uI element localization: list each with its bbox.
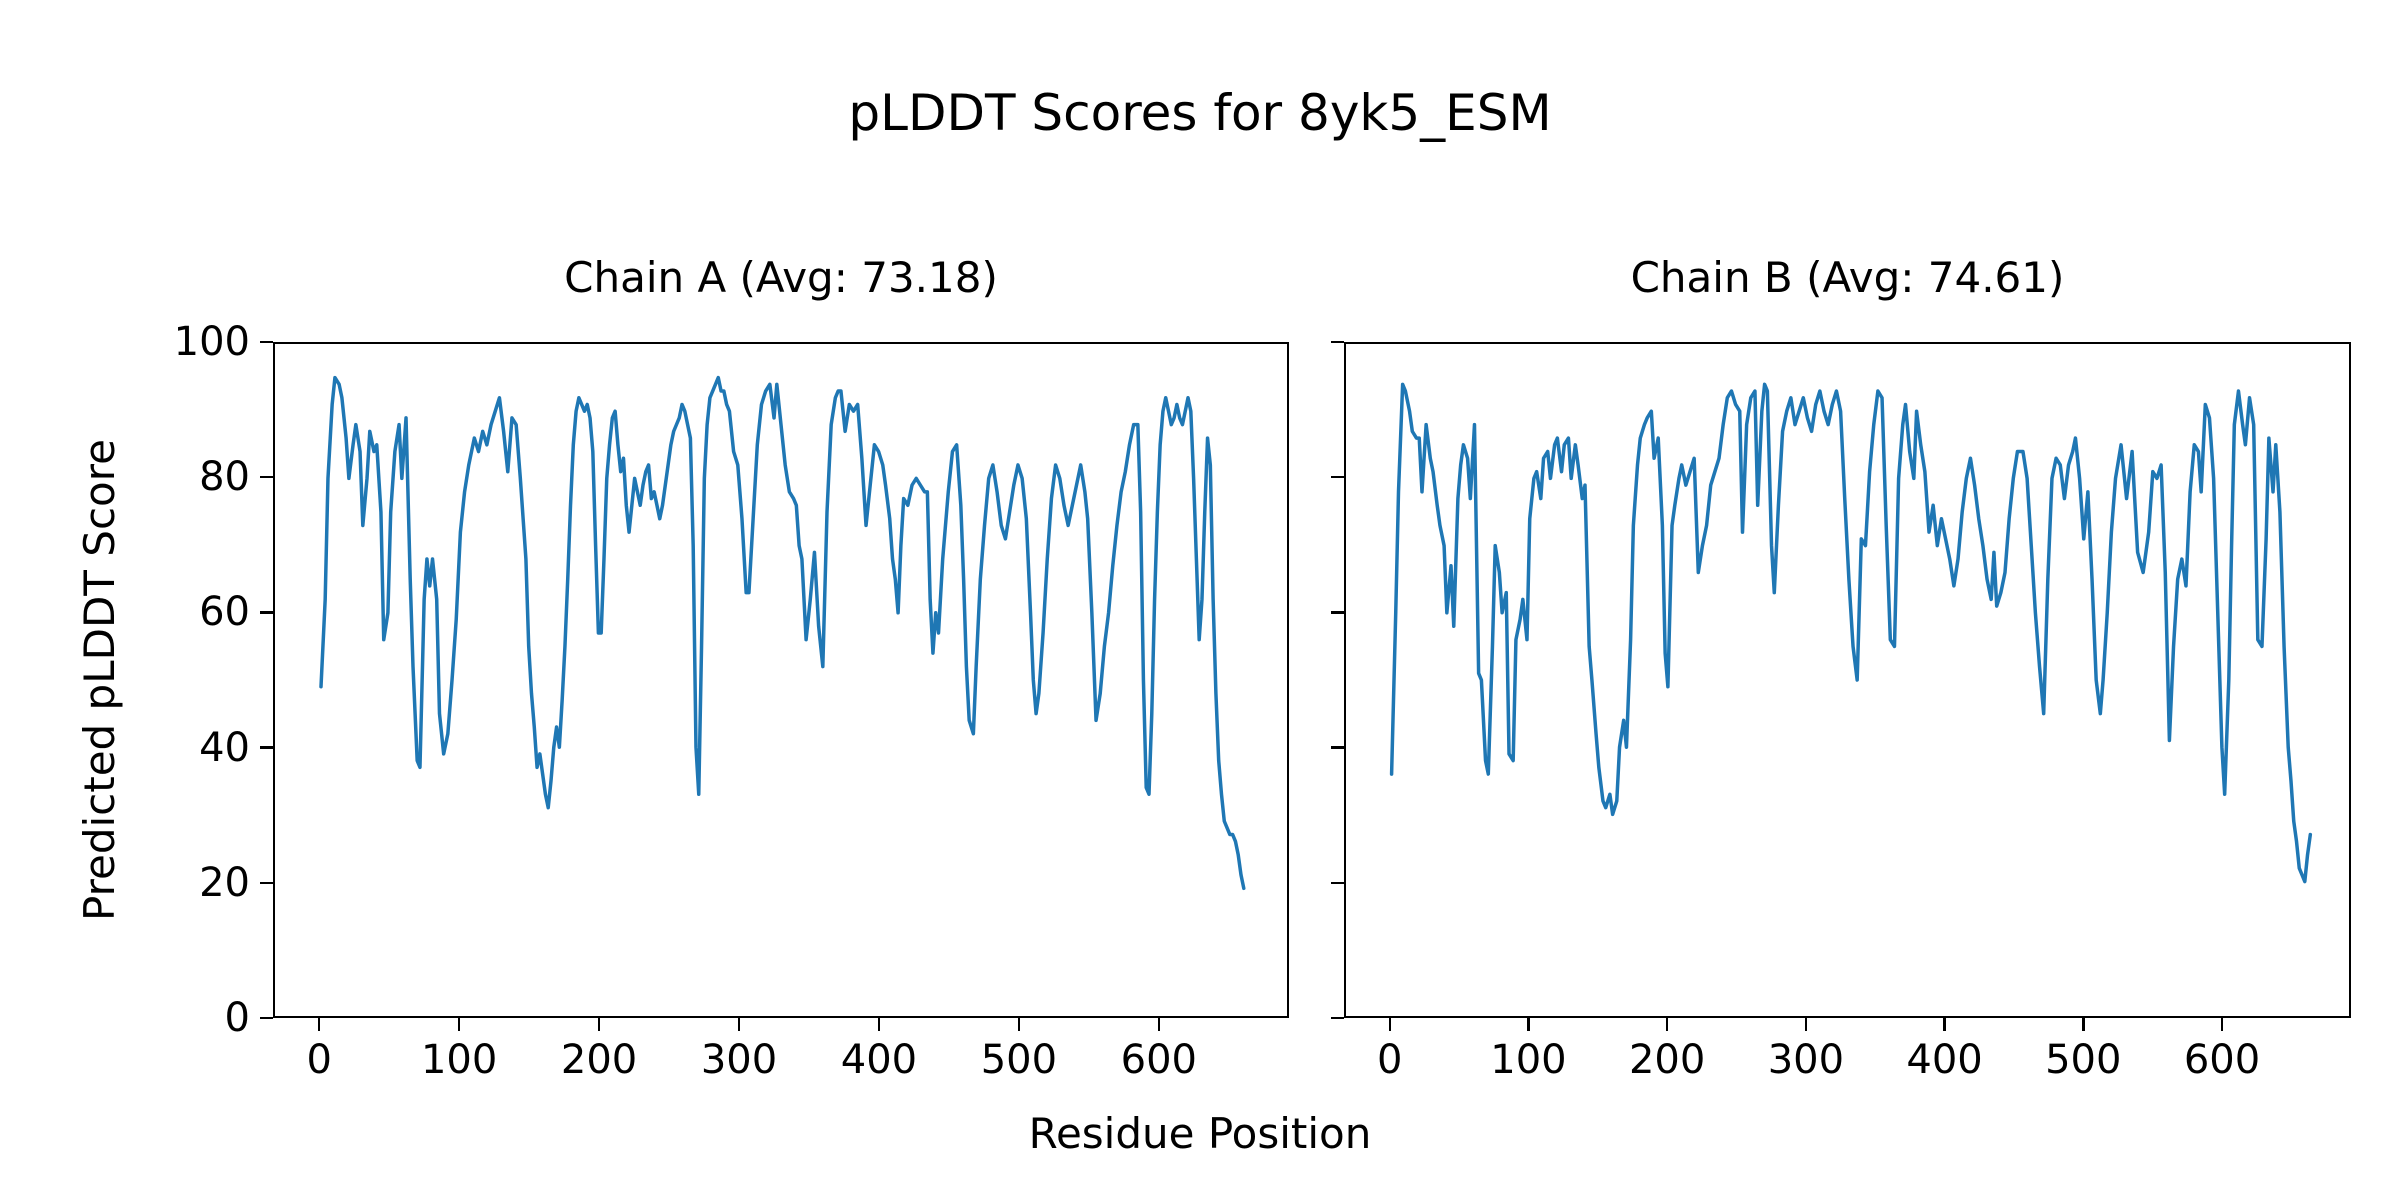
y-tick-label: 100 [173, 319, 250, 365]
y-tick-mark [1331, 881, 1344, 885]
x-tick-mark [877, 1018, 881, 1031]
x-tick-mark [2220, 1018, 2224, 1031]
x-axis-label: Residue Position [1028, 1109, 1372, 1158]
plddt-line-chain-a [275, 344, 1287, 1016]
subplot-title-chain-a: Chain A (Avg: 73.18) [564, 253, 998, 302]
x-tick-label: 200 [560, 1037, 638, 1083]
y-tick-mark [260, 1016, 273, 1020]
x-tick-mark [737, 1018, 741, 1031]
subplot-chain-a [273, 342, 1289, 1018]
x-tick-mark [1943, 1018, 1946, 1031]
y-tick-mark [1331, 611, 1344, 614]
x-tick-mark [2082, 1018, 2085, 1031]
x-tick-mark [1804, 1018, 1808, 1031]
x-tick-label: 300 [1767, 1037, 1845, 1083]
subplot-title-chain-b: Chain B (Avg: 74.61) [1630, 253, 2065, 302]
y-tick-mark [1331, 475, 1344, 479]
x-tick-label: 100 [420, 1037, 498, 1083]
y-tick-label: 80 [199, 454, 250, 501]
figure-title: pLDDT Scores for 8yk5_ESM [848, 84, 1552, 142]
x-tick-label: 200 [1628, 1037, 1706, 1083]
x-tick-mark [317, 1018, 321, 1031]
x-tick-mark [1665, 1018, 1669, 1031]
x-tick-label: 0 [1377, 1037, 1403, 1083]
y-tick-mark [260, 475, 273, 479]
subplot-chain-b [1344, 342, 2351, 1018]
y-tick-mark [260, 881, 273, 885]
x-tick-label: 300 [700, 1037, 778, 1083]
x-tick-label: 500 [980, 1037, 1058, 1083]
x-tick-mark [1527, 1018, 1530, 1031]
x-tick-label: 400 [1906, 1037, 1983, 1083]
y-tick-mark [260, 746, 273, 749]
x-tick-label: 600 [1120, 1037, 1198, 1083]
y-tick-label: 60 [199, 589, 250, 636]
x-tick-mark [1017, 1018, 1021, 1031]
x-tick-label: 400 [840, 1037, 918, 1083]
y-tick-mark [260, 340, 273, 344]
x-tick-label: 500 [2045, 1037, 2122, 1083]
plddt-line-chain-b [1346, 344, 2349, 1016]
y-tick-label: 20 [199, 859, 250, 906]
y-tick-label: 0 [224, 995, 250, 1041]
y-tick-mark [1331, 340, 1344, 344]
x-tick-label: 0 [306, 1037, 332, 1083]
x-tick-label: 600 [2183, 1037, 2261, 1083]
x-tick-mark [597, 1018, 601, 1031]
y-tick-mark [1331, 746, 1344, 749]
x-tick-mark [1388, 1018, 1392, 1031]
y-tick-mark [260, 611, 273, 614]
x-tick-mark [1157, 1018, 1161, 1031]
y-tick-mark [1331, 1016, 1344, 1020]
y-tick-label: 40 [199, 724, 250, 771]
x-tick-label: 100 [1490, 1037, 1567, 1083]
y-axis-label: Predicted pLDDT Score [75, 439, 124, 921]
x-tick-mark [457, 1018, 461, 1031]
